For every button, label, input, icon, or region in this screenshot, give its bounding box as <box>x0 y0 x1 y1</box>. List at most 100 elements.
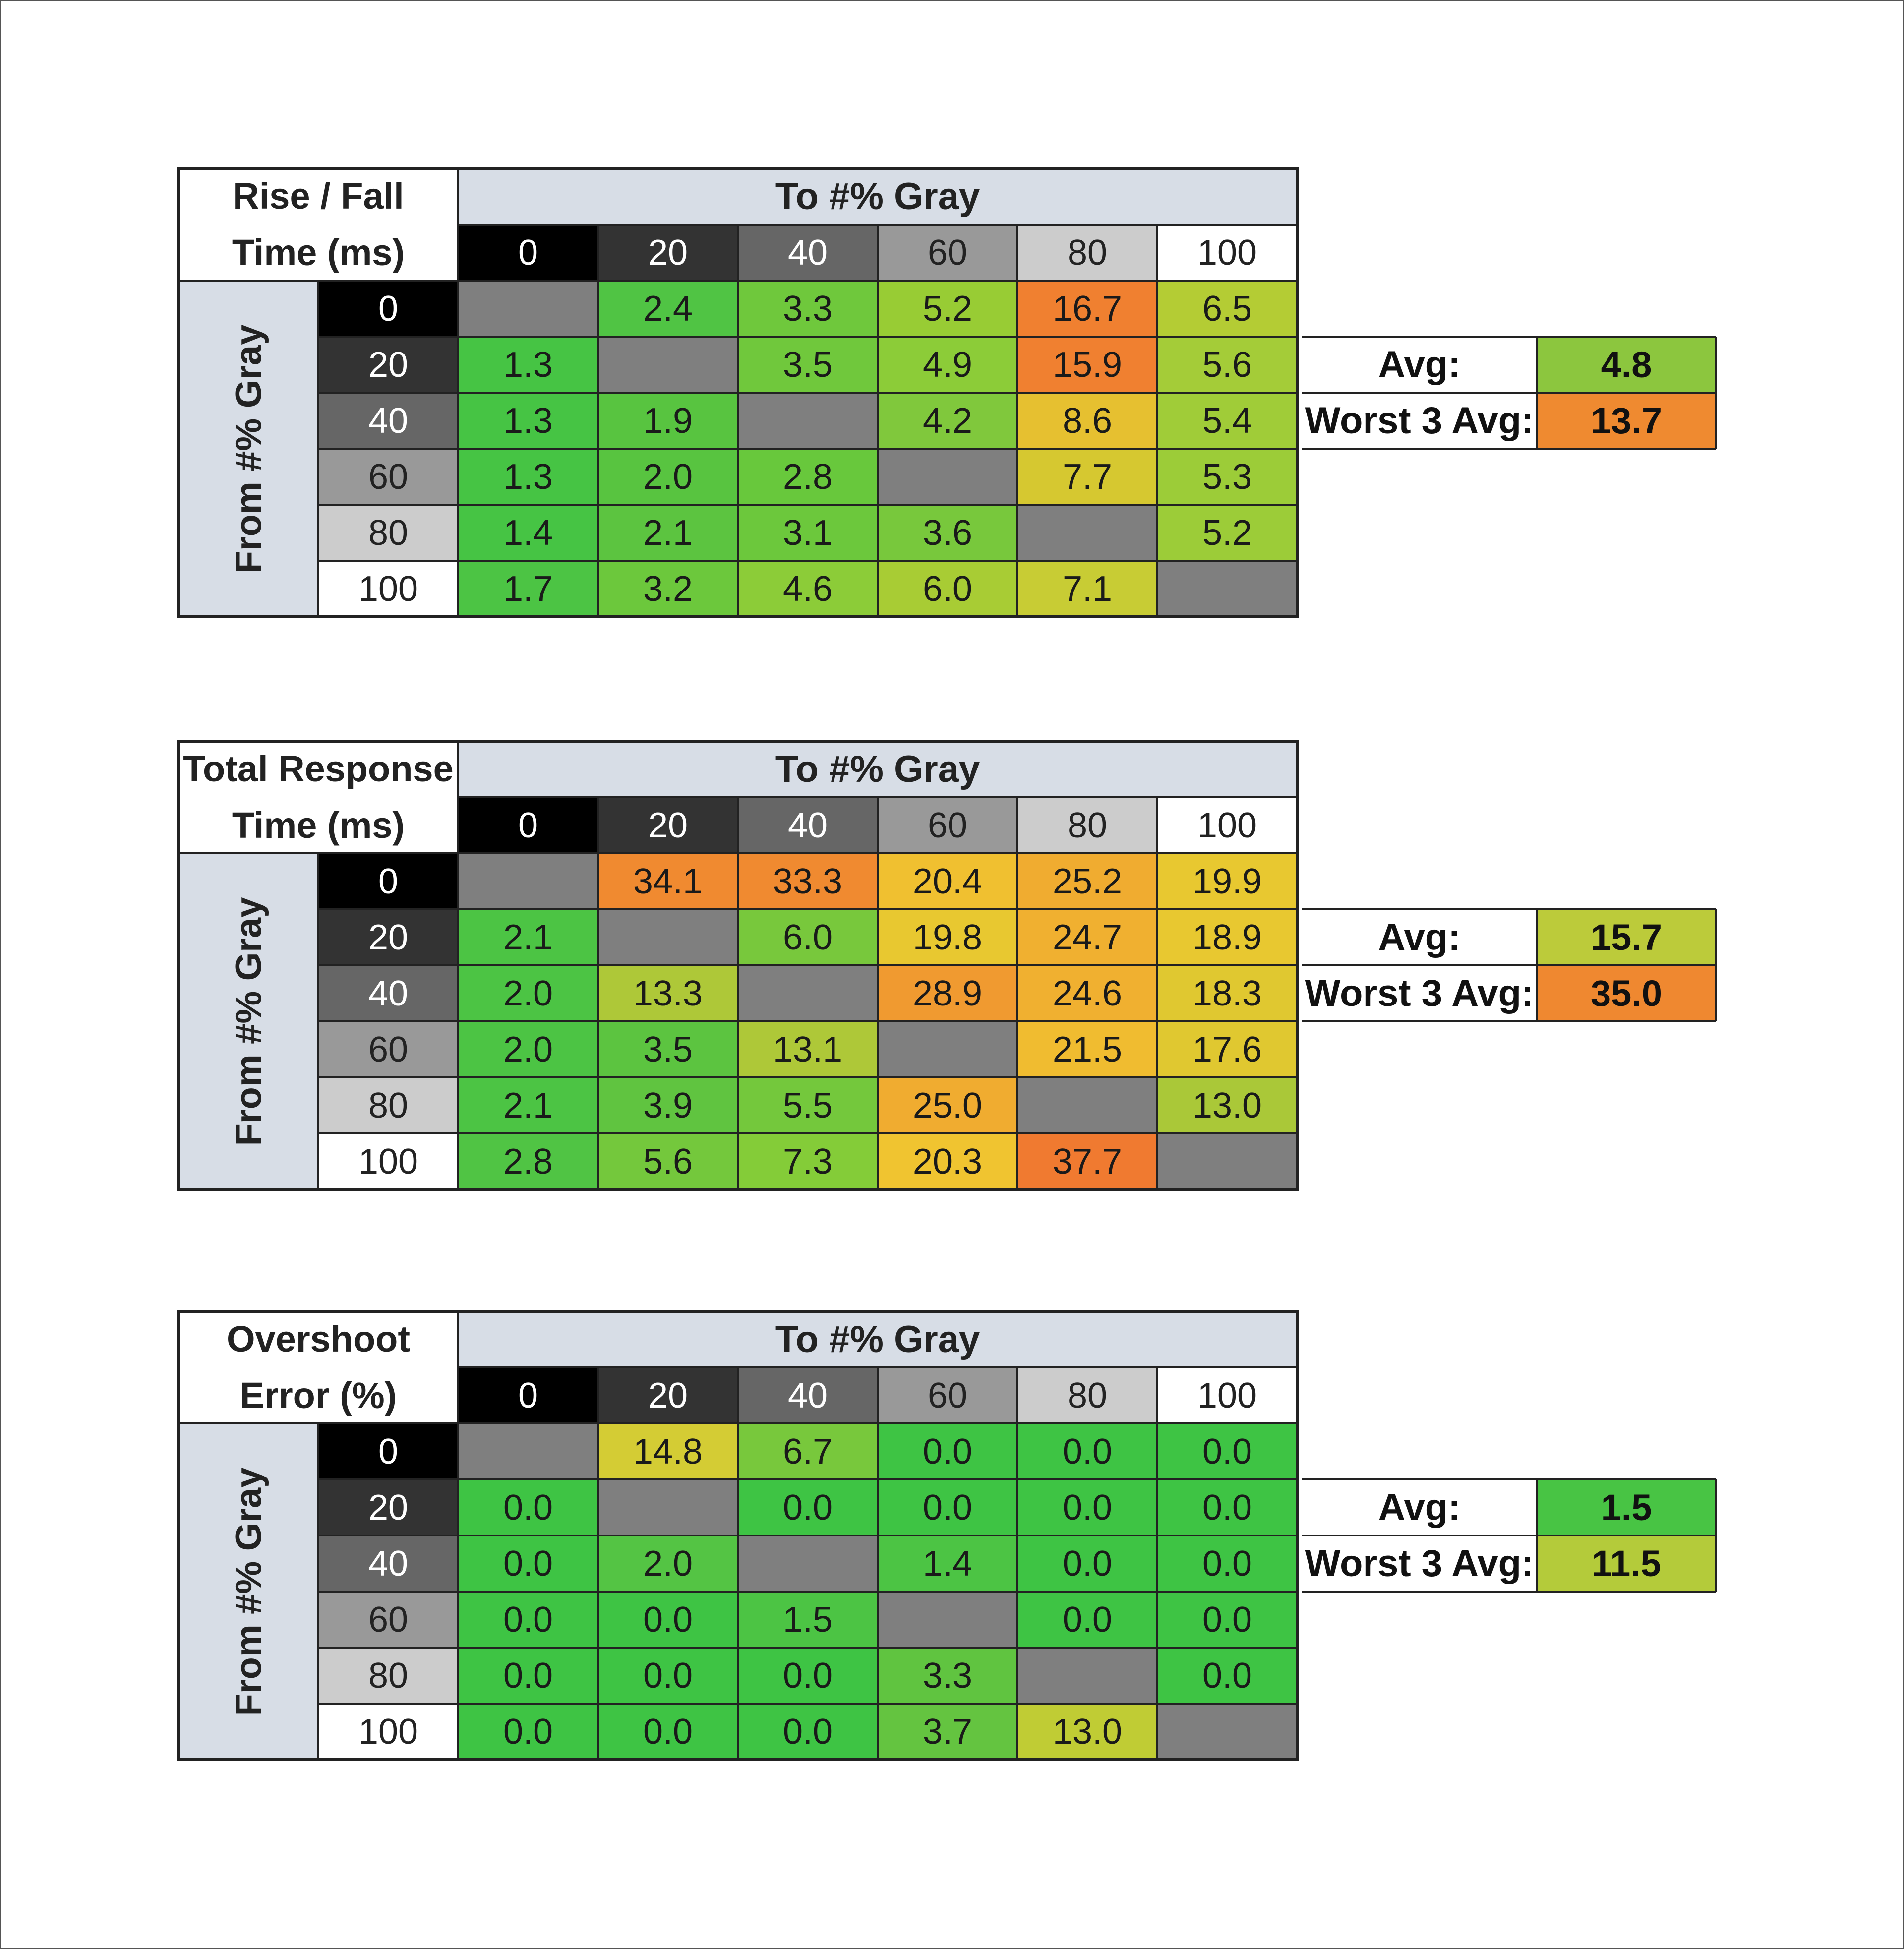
value-cell: 17.6 <box>1157 1021 1297 1077</box>
table-border-left <box>177 167 180 618</box>
value-cell: 24.6 <box>1017 965 1157 1021</box>
diagonal-cell <box>1017 1648 1157 1704</box>
value-cell: 19.8 <box>878 909 1017 965</box>
rowhdr-hline <box>318 1478 458 1480</box>
diagonal-cell <box>458 1423 598 1479</box>
corner-divider <box>457 169 459 281</box>
label-divider <box>178 280 458 282</box>
rowhdr-hline <box>318 1703 458 1705</box>
rowhdr-hline <box>318 908 458 910</box>
header-hline <box>458 796 1297 798</box>
header-vline <box>737 225 739 281</box>
value-cell: 0.0 <box>1157 1479 1297 1536</box>
value-cell: 3.5 <box>738 337 878 393</box>
from-gray-label-text: From #% Gray <box>228 1467 269 1716</box>
value-cell: 5.5 <box>738 1077 878 1133</box>
from-gray-label: From #% Gray <box>178 281 318 617</box>
column-header: 0 <box>458 225 598 281</box>
corner-divider <box>457 741 459 853</box>
worst3-label: Worst 3 Avg: <box>1302 393 1537 449</box>
value-cell: 5.2 <box>1157 505 1297 561</box>
column-header: 0 <box>458 1367 598 1423</box>
value-cell: 0.0 <box>458 1704 598 1760</box>
from-gray-label-text: From #% Gray <box>228 324 269 573</box>
avg-border-right <box>1715 337 1717 449</box>
column-header: 80 <box>1017 797 1157 853</box>
corner-divider <box>457 1311 459 1423</box>
column-header: 20 <box>598 1367 738 1423</box>
header-vline <box>737 797 739 853</box>
value-cell: 6.0 <box>878 561 1017 617</box>
row-header: 80 <box>318 1077 458 1133</box>
grid-hline <box>458 336 1297 338</box>
diagonal-cell <box>1157 561 1297 617</box>
value-cell: 1.4 <box>458 505 598 561</box>
header-vline <box>877 797 879 853</box>
table-title: Total Response Time (ms) <box>178 741 458 853</box>
value-cell: 15.9 <box>1017 337 1157 393</box>
rowhdr-hline <box>318 504 458 506</box>
column-header: 60 <box>878 797 1017 853</box>
grid-hline <box>458 1535 1297 1536</box>
header-hline <box>458 224 1297 226</box>
diagonal-cell <box>1017 1077 1157 1133</box>
rowhdr-vline <box>317 853 319 1189</box>
value-cell: 0.0 <box>598 1592 738 1648</box>
table-border-left <box>177 1310 180 1761</box>
rowhdr-hline <box>318 964 458 966</box>
table-border-bottom <box>177 615 1299 618</box>
grid-hline <box>458 1591 1297 1593</box>
grid-hline <box>458 504 1297 506</box>
table-title-line: Overshoot <box>226 1318 411 1359</box>
table-title: Rise / Fall Time (ms) <box>178 169 458 281</box>
value-cell: 7.1 <box>1017 561 1157 617</box>
to-gray-header: To #% Gray <box>458 169 1297 225</box>
diagonal-cell <box>1157 1133 1297 1189</box>
value-cell: 3.3 <box>878 1648 1017 1704</box>
table-border-bottom <box>177 1188 1299 1191</box>
avg-border-right <box>1715 909 1717 1021</box>
grid-hline <box>458 560 1297 562</box>
value-cell: 5.2 <box>878 281 1017 337</box>
row-header: 20 <box>318 1479 458 1536</box>
value-cell: 37.7 <box>1017 1133 1157 1189</box>
grid-hline <box>458 908 1297 910</box>
header-hline <box>458 1366 1297 1368</box>
row-header: 20 <box>318 909 458 965</box>
value-cell: 33.3 <box>738 853 878 909</box>
header-vline <box>1156 225 1158 281</box>
row-header: 0 <box>318 281 458 337</box>
avg-border-mid <box>1302 964 1716 966</box>
value-cell: 7.7 <box>1017 449 1157 505</box>
row-header: 40 <box>318 1536 458 1592</box>
row-header: 100 <box>318 561 458 617</box>
value-cell: 0.0 <box>738 1648 878 1704</box>
row-header: 40 <box>318 965 458 1021</box>
value-cell: 4.6 <box>738 561 878 617</box>
value-cell: 25.2 <box>1017 853 1157 909</box>
diagonal-cell <box>598 337 738 393</box>
diagonal-cell <box>878 1592 1017 1648</box>
value-cell: 0.0 <box>738 1704 878 1760</box>
grid-hline <box>458 1703 1297 1705</box>
value-cell: 13.0 <box>1157 1077 1297 1133</box>
from-gray-label: From #% Gray <box>178 853 318 1189</box>
grid-hline <box>458 448 1297 450</box>
value-cell: 25.0 <box>878 1077 1017 1133</box>
diagonal-cell <box>738 965 878 1021</box>
column-header: 60 <box>878 225 1017 281</box>
avg-border-top <box>1302 336 1716 338</box>
header-vline <box>1016 225 1018 281</box>
grid-hline <box>458 964 1297 966</box>
value-cell: 13.0 <box>1017 1704 1157 1760</box>
value-cell: 2.1 <box>458 909 598 965</box>
column-header: 20 <box>598 797 738 853</box>
value-cell: 5.6 <box>1157 337 1297 393</box>
diagonal-cell <box>1017 505 1157 561</box>
value-cell: 0.0 <box>878 1423 1017 1479</box>
value-cell: 0.0 <box>1017 1479 1157 1536</box>
value-cell: 24.7 <box>1017 909 1157 965</box>
worst3-value: 11.5 <box>1537 1536 1716 1592</box>
avg-border-bottom <box>1302 1591 1716 1593</box>
value-cell: 19.9 <box>1157 853 1297 909</box>
